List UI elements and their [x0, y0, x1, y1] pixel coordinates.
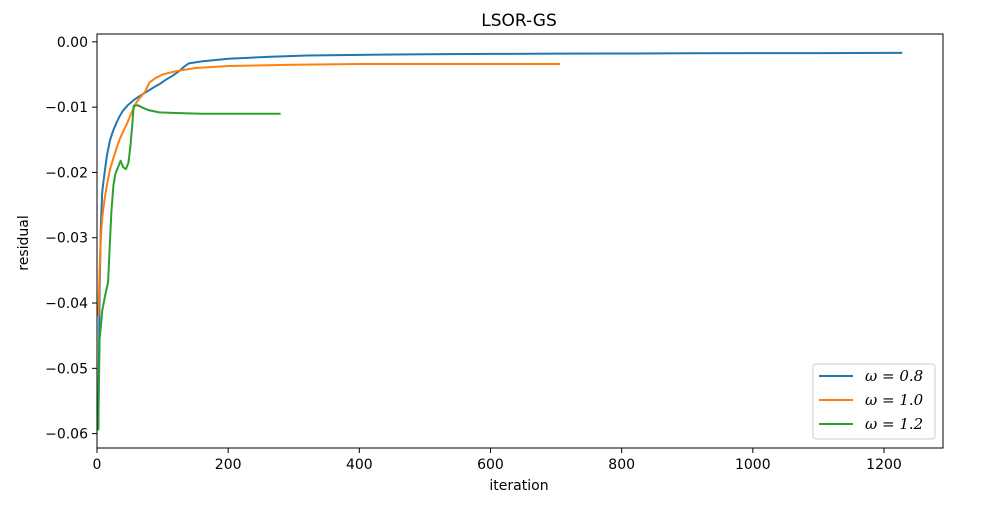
- y-tick-label: −0.02: [45, 165, 88, 181]
- x-tick-label: 1000: [735, 457, 771, 473]
- y-tick-label: −0.03: [45, 231, 88, 247]
- legend-box: [812, 363, 936, 440]
- x-tick-label: 0: [93, 457, 102, 473]
- legend-label-2: ω = 1.0: [865, 391, 924, 409]
- legend-label-1: ω = 0.8: [865, 367, 923, 385]
- x-tick-label: 1200: [866, 457, 902, 473]
- x-tick-label: 800: [608, 457, 635, 473]
- y-tick-label: −0.06: [45, 427, 88, 443]
- x-tick-label: 600: [477, 457, 504, 473]
- y-axis-ticks: 0.00 −0.01 −0.02 −0.03 −0.04 −0.05 −0.06: [45, 35, 97, 443]
- chart-title: LSOR-GS: [481, 11, 557, 31]
- plot-area: [97, 51, 903, 431]
- x-axis-label: iteration: [489, 478, 548, 494]
- y-tick-label: −0.04: [45, 296, 88, 312]
- y-tick-label: −0.01: [45, 100, 88, 116]
- x-tick-label: 400: [346, 457, 373, 473]
- y-tick-label: 0.00: [57, 35, 88, 51]
- series-line-3: [97, 104, 281, 431]
- x-axis-ticks: 0 200 400 600 800 1000 1200: [93, 448, 902, 473]
- y-axis-label: residual: [16, 215, 32, 270]
- y-tick-label: −0.05: [45, 361, 88, 377]
- series-line-2: [97, 63, 560, 317]
- legend: ω = 0.8 ω = 1.0 ω = 1.2: [812, 363, 936, 440]
- series-line-1: [97, 51, 903, 430]
- plot-frame: [96, 33, 944, 449]
- legend-label-3: ω = 1.2: [865, 415, 923, 433]
- x-tick-label: 200: [215, 457, 242, 473]
